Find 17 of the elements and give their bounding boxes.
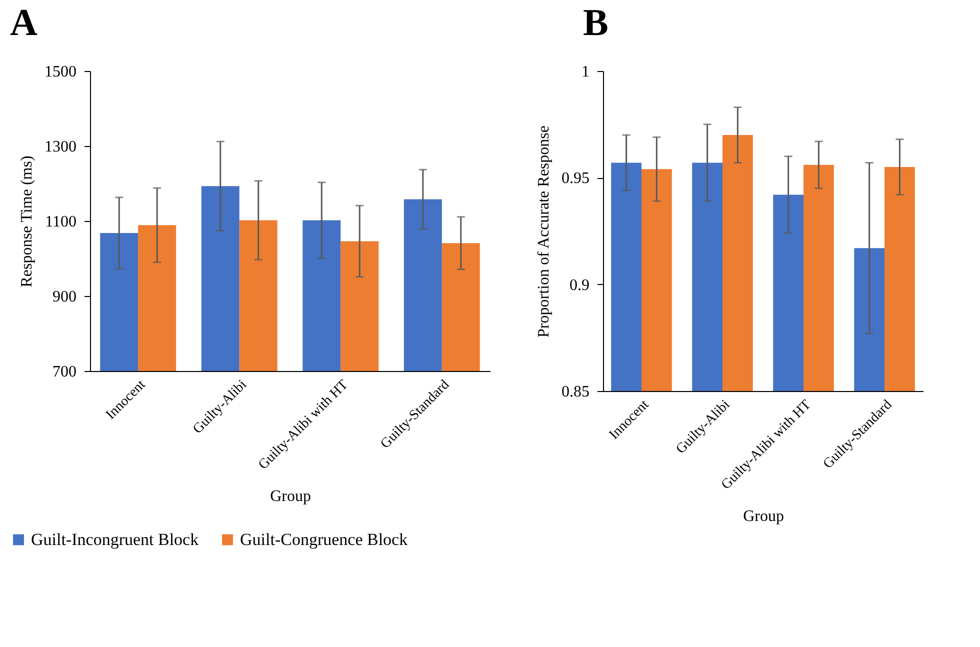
legend-label: Guilt-Congruence Block [240,530,408,549]
y-axis-title: Proportion of Accurate Response [536,126,552,338]
y-tick-label: 1 [582,64,590,80]
y-tick-label: 1300 [44,138,76,156]
x-axis-title: Group [270,488,311,506]
y-tick-label: 700 [52,364,76,380]
y-tick-label: 1100 [45,214,76,230]
chart-title: B [583,2,608,44]
y-tick-label: 1500 [44,64,76,80]
y-tick-label: 0.85 [562,384,590,400]
y-tick-label: 900 [52,288,76,306]
y-tick-label: 0.95 [562,170,590,188]
y-tick-label: 0.9 [570,276,590,294]
chart-title: A [10,2,38,44]
legend-label: Guilt-Incongruent Block [31,530,200,549]
x-axis-title: Group [743,508,784,526]
y-axis-title: Response Time (ms) [18,156,36,288]
